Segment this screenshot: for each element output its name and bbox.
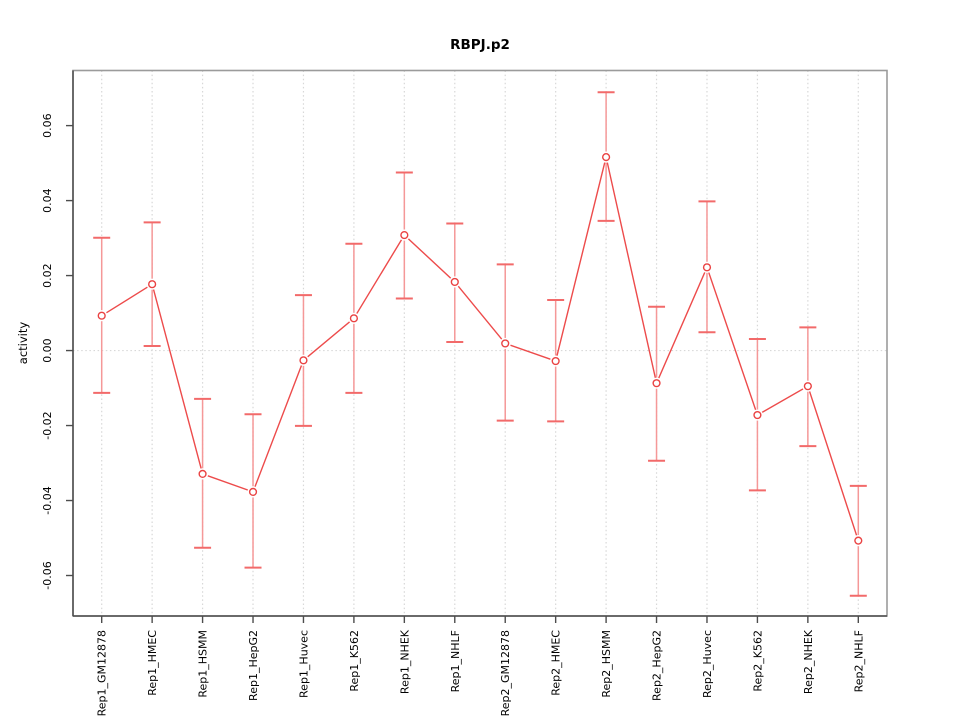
x-tick-label: Rep2_K562 [751, 630, 764, 692]
data-point-marker [148, 280, 157, 289]
x-tick-label: Rep2_NHEK [802, 629, 815, 694]
plot-frame [72, 69, 888, 617]
y-tick-label: 0.04 [41, 188, 54, 213]
data-point-marker [601, 153, 611, 162]
data-point-marker [349, 314, 359, 323]
plot-area: 0.06 0.04 0.02 0.00 -0.02 -0.04 -0.06 Rep1_GM12… [41, 69, 888, 716]
x-tick-label: Rep1_Huvec [297, 630, 310, 698]
x-tick-label: Rep1_K562 [348, 630, 361, 692]
data-point-marker [854, 536, 863, 545]
x-tick-label: Rep2_HepG2 [651, 630, 664, 701]
x-tick-label: Rep2_GM12878 [499, 630, 512, 716]
y-tick-label: -0.06 [41, 561, 54, 589]
data-point-marker [198, 469, 207, 479]
data-point-marker [501, 339, 510, 348]
data-point-marker [551, 356, 560, 366]
data-point-marker [803, 382, 812, 391]
x-tick-label: Rep1_HSMM [197, 630, 210, 698]
data-point-marker [248, 487, 258, 497]
x-tick-label: Rep2_Huvec [701, 630, 714, 698]
y-axis-label: activity [16, 322, 30, 365]
x-tick-label: Rep1_NHLF [449, 630, 462, 692]
series-line [101, 156, 859, 541]
data-point-marker [753, 410, 762, 420]
data-point-marker [450, 277, 459, 287]
y-tick-label: 0.06 [41, 113, 54, 137]
x-tick-label: Rep1_HMEC [146, 630, 159, 696]
chart-title: RBPJ.p2 [450, 37, 510, 53]
y-tick-label: -0.02 [41, 411, 54, 439]
data-point-marker [652, 379, 661, 388]
data-point-marker [97, 311, 106, 320]
x-tick-label: Rep1_HepG2 [247, 630, 260, 701]
y-tick-label: -0.04 [41, 486, 54, 514]
x-tick-label: Rep1_NHEK [398, 629, 411, 694]
x-tick-label: Rep2_NHLF [852, 630, 865, 692]
data-point-marker [400, 230, 409, 240]
data-point-marker [299, 356, 308, 365]
x-tick-label: Rep1_GM12878 [96, 630, 109, 716]
y-tick-label: 0.02 [41, 263, 54, 288]
data-point-marker [702, 263, 712, 272]
x-tick-label: Rep2_HMEC [550, 630, 563, 696]
y-tick-label: 0.00 [41, 338, 54, 363]
x-tick-label: Rep2_HSMM [600, 630, 613, 698]
